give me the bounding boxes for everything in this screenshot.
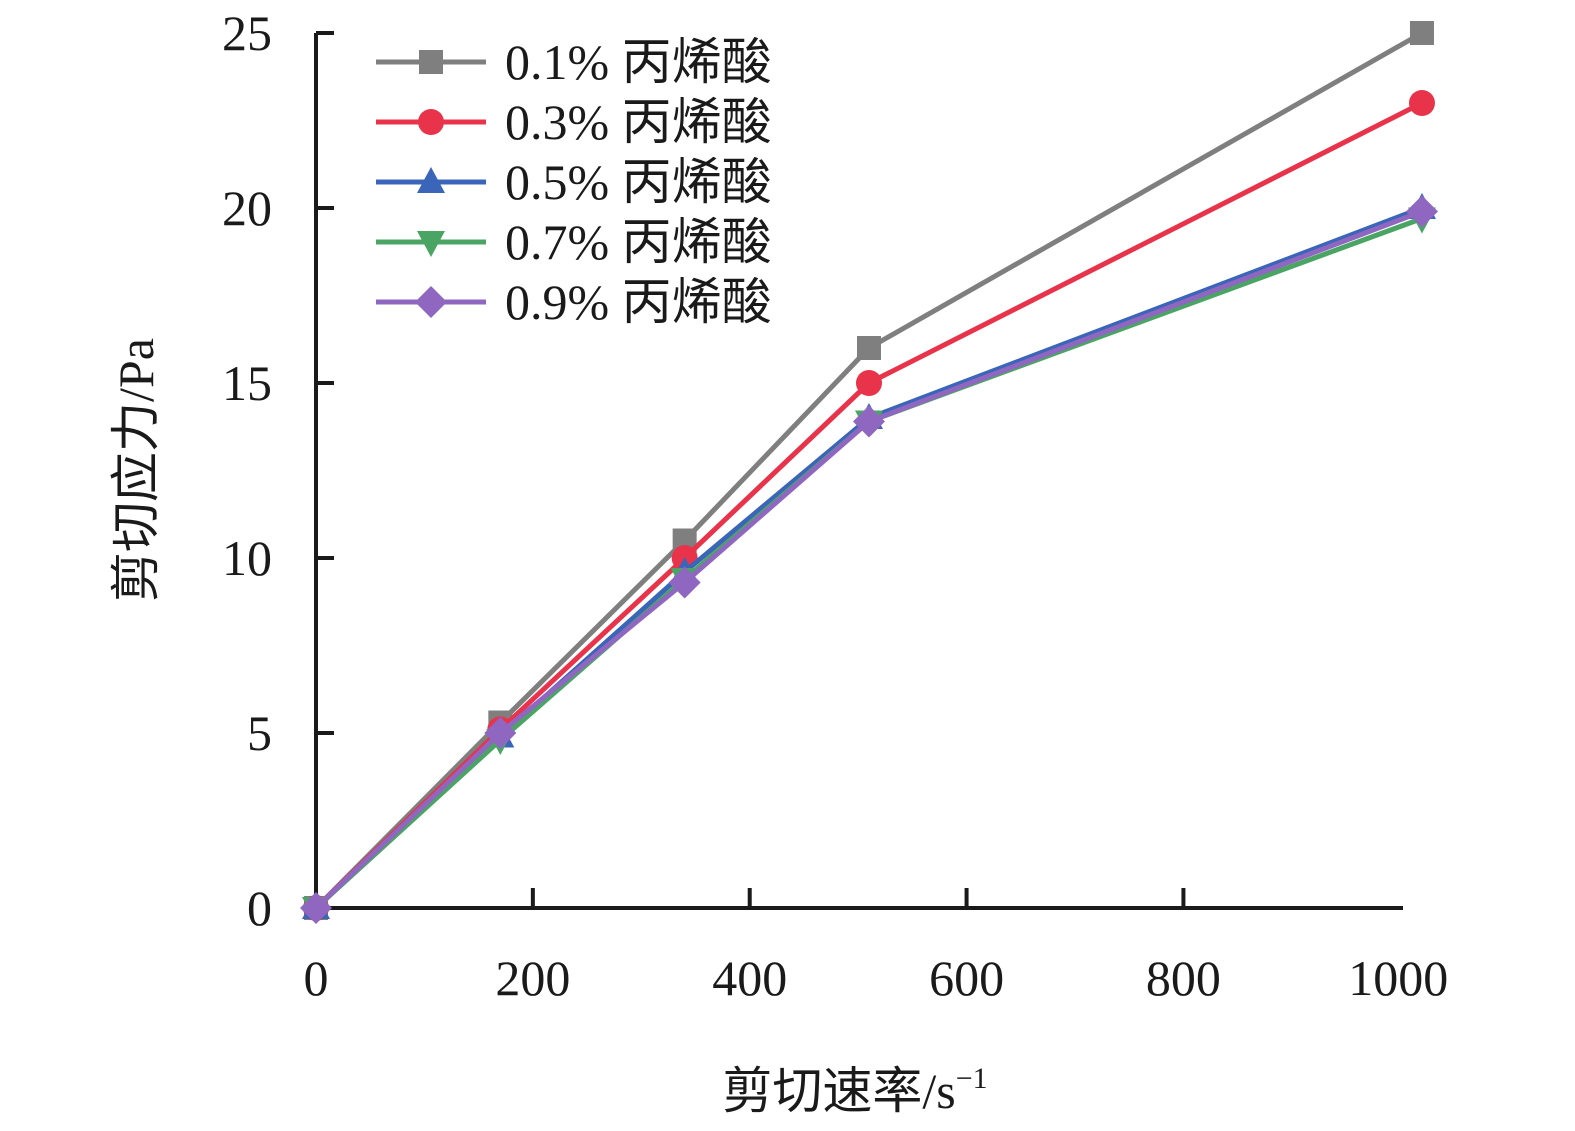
series-layer — [300, 21, 1438, 924]
y-tick-label: 10 — [222, 530, 272, 586]
legend-label: 0.3% 丙烯酸 — [505, 94, 772, 150]
legend-label: 0.1% 丙烯酸 — [505, 34, 772, 90]
series-1 — [304, 21, 1434, 920]
data-point — [852, 405, 885, 438]
legend-item: 0.3% 丙烯酸 — [376, 94, 772, 150]
legend-item: 0.7% 丙烯酸 — [376, 214, 772, 270]
legend-label: 0.7% 丙烯酸 — [505, 214, 772, 270]
data-point — [484, 717, 517, 749]
legend-item: 0.1% 丙烯酸 — [376, 34, 772, 90]
legend-item: 0.5% 丙烯酸 — [376, 154, 772, 210]
axes — [314, 33, 1403, 910]
y-tick-label: 0 — [247, 880, 272, 936]
legend-marker — [415, 286, 447, 318]
x-tick-label: 800 — [1146, 950, 1221, 1006]
legend-label: 0.5% 丙烯酸 — [505, 154, 772, 210]
legend-marker — [418, 109, 444, 135]
y-tick-label: 25 — [222, 5, 272, 61]
series-line — [314, 30, 1424, 910]
y-tick-label: 5 — [247, 705, 272, 761]
x-tick-label: 400 — [712, 950, 787, 1006]
data-point — [300, 892, 332, 924]
legend-item: 0.9% 丙烯酸 — [376, 274, 772, 330]
legend-marker — [419, 50, 443, 74]
y-axis-title: 剪切应力/Pa — [108, 338, 164, 602]
series-2 — [303, 90, 1435, 921]
data-point — [856, 336, 881, 360]
series-line — [314, 100, 1424, 910]
x-tick-label: 0 — [304, 950, 329, 1006]
series-5 — [300, 195, 1438, 924]
series-line — [314, 216, 1423, 910]
series-4 — [302, 207, 1436, 923]
x-tick-label: 1000 — [1348, 950, 1448, 1006]
x-axis-title: 剪切速率/s−1 — [722, 1062, 987, 1119]
data-point — [668, 566, 701, 599]
legend-marker — [417, 167, 445, 193]
ticks: 0 200 400 600 800 1000 0 5 10 15 20 25 — [222, 5, 1448, 1006]
data-point — [1405, 195, 1438, 228]
y-tick-label: 20 — [222, 180, 272, 236]
legend-label: 0.9% 丙烯酸 — [505, 274, 772, 330]
x-tick-label: 200 — [495, 950, 570, 1006]
legend-marker — [417, 231, 445, 257]
data-point — [855, 370, 882, 396]
series-line — [314, 205, 1423, 910]
x-tick-label: 600 — [929, 950, 1004, 1006]
y-tick-label: 15 — [222, 355, 272, 411]
series-line — [314, 209, 1423, 910]
data-point — [1408, 90, 1435, 116]
data-point — [1409, 21, 1434, 45]
